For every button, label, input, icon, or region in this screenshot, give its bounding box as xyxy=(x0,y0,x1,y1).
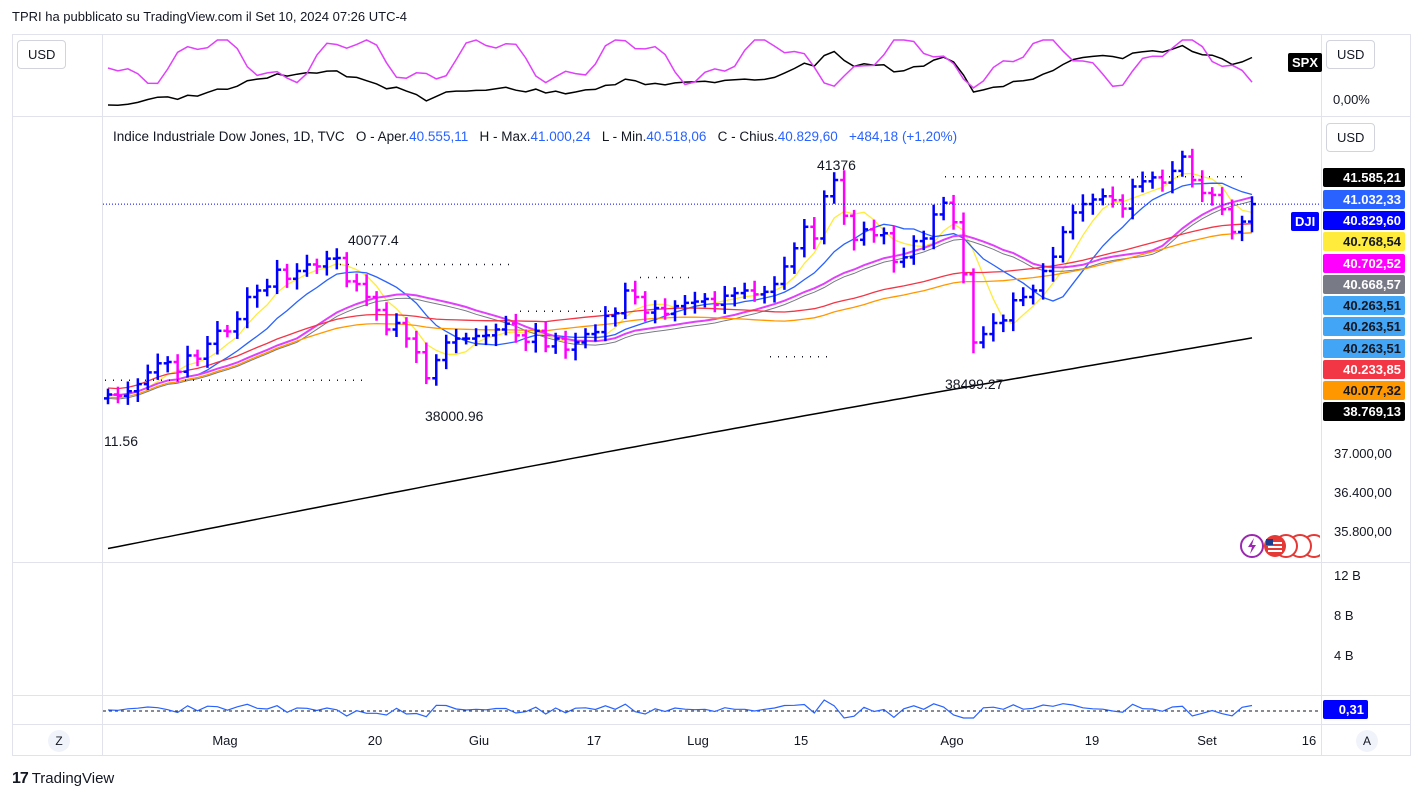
volume-axis-2: 8 B xyxy=(1334,608,1354,623)
time-label-15: 15 xyxy=(793,733,809,748)
pane-separator-volume[interactable] xyxy=(13,562,1410,563)
ma-magenta-line xyxy=(107,196,1253,397)
symbol-logos[interactable] xyxy=(1240,533,1326,559)
auto-scale-button[interactable]: A xyxy=(1356,730,1378,752)
time-label-17: 17 xyxy=(586,733,602,748)
annotation-level-1: 40077.4 xyxy=(348,232,399,248)
price-tag: 40.263,51 xyxy=(1323,317,1405,336)
legend-open-label: O - Aper. xyxy=(355,129,410,144)
ma-gray-line xyxy=(107,200,1253,400)
pane-separator-indicator[interactable] xyxy=(13,695,1410,696)
dji-tag: DJI xyxy=(1291,212,1320,231)
timezone-button[interactable]: Z xyxy=(48,730,70,752)
chart-frame xyxy=(12,34,1411,756)
tradingview-brand: 17 TradingView xyxy=(12,770,114,788)
price-tag: 40.668,57 xyxy=(1323,275,1405,294)
percent-label: 0,00% xyxy=(1333,92,1370,107)
indicator-value-tag: 0,31 xyxy=(1323,700,1368,719)
ma-red-line xyxy=(107,223,1253,390)
price-tag: 40.829,60 xyxy=(1323,211,1405,230)
currency-left[interactable]: USD xyxy=(17,40,67,69)
time-label-set: Set xyxy=(1197,733,1217,748)
price-axis-3: 35.800,00 xyxy=(1334,524,1392,539)
pane-separator-top[interactable] xyxy=(13,116,1410,117)
publish-header: TPRI ha pubblicato su TradingView.com il… xyxy=(12,9,408,24)
ma-orange-line xyxy=(107,232,1253,399)
volume-axis-3: 4 B xyxy=(1334,648,1354,663)
spx-tag: SPX xyxy=(1288,53,1323,72)
legend-change: +484,18 (+1,20%) xyxy=(849,129,958,144)
legend-close-value: 40.829,60 xyxy=(777,129,838,144)
time-label-mag: Mag xyxy=(212,733,238,748)
annotation-left: 11.56 xyxy=(104,433,138,449)
price-tag: 41.032,33 xyxy=(1323,190,1405,209)
annotation-high: 41376 xyxy=(817,157,856,173)
tradingview-logo-icon: 17 xyxy=(12,770,29,787)
spx-magenta-line xyxy=(107,39,1253,89)
left-axis-border xyxy=(102,35,103,755)
legend-low-value: 40.518,06 xyxy=(646,129,707,144)
moving-averages xyxy=(107,172,1253,550)
time-label-giu: Giu xyxy=(468,733,490,748)
price-tag: 40.702,52 xyxy=(1323,254,1405,273)
top-pane-lines xyxy=(107,39,1253,107)
indicator-line-path xyxy=(107,699,1253,719)
brand-name: TradingView xyxy=(31,770,115,787)
right-axis-border xyxy=(1321,35,1322,755)
price-tag: 40.263,51 xyxy=(1323,339,1405,358)
legend-low-label: L - Min. xyxy=(601,129,647,144)
time-label-ago: Ago xyxy=(940,733,964,748)
price-tag: 40.263,51 xyxy=(1323,296,1405,315)
ma-black-line xyxy=(107,337,1253,550)
time-label-19: 19 xyxy=(1084,733,1100,748)
legend-high-label: H - Max. xyxy=(479,129,531,144)
dotted-levels xyxy=(103,176,1320,381)
price-tag: 40.768,54 xyxy=(1323,232,1405,251)
time-label-lug: Lug xyxy=(687,733,709,748)
price-tag: 41.585,21 xyxy=(1323,168,1405,187)
logo-badges-icon xyxy=(1240,534,1326,558)
legend-high-value: 41.000,24 xyxy=(530,129,591,144)
time-label-16: 16 xyxy=(1301,733,1317,748)
price-tag: 40.077,32 xyxy=(1323,381,1405,400)
legend-open-value: 40.555,11 xyxy=(409,129,469,144)
time-label-20: 20 xyxy=(367,733,383,748)
price-tag: 40.233,85 xyxy=(1323,360,1405,379)
ma-blue-line xyxy=(107,182,1253,396)
currency-main[interactable]: USD xyxy=(1326,123,1376,152)
price-axis-2: 36.400,00 xyxy=(1334,485,1392,500)
price-axis-1: 37.000,00 xyxy=(1334,446,1392,461)
ohlc-bars xyxy=(104,148,1256,405)
legend-name: Indice Industriale Dow Jones, 1D, TVC xyxy=(113,129,345,144)
currency-top-right[interactable]: USD xyxy=(1326,40,1376,69)
indicator-line xyxy=(103,699,1320,719)
chart-legend: Indice Industriale Dow Jones, 1D, TVC O … xyxy=(113,129,957,144)
price-tag: 38.769,13 xyxy=(1323,402,1405,421)
legend-close-label: C - Chius. xyxy=(717,129,778,144)
time-axis-border xyxy=(13,724,1410,725)
annotation-low-2: 38499.27 xyxy=(945,376,1004,392)
volume-axis-1: 12 B xyxy=(1334,568,1361,583)
annotation-low-1: 38000.96 xyxy=(425,408,484,424)
spx-black-line xyxy=(107,44,1253,107)
ma-yellow-line xyxy=(107,172,1253,396)
